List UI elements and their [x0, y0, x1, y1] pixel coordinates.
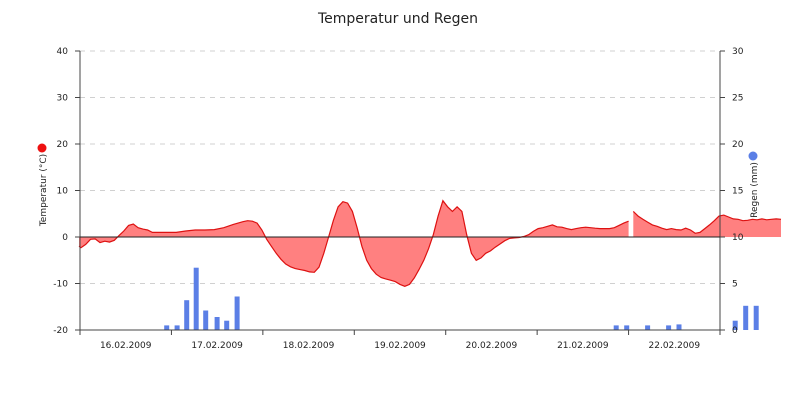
rain-bar	[624, 325, 630, 330]
temperature-legend-marker	[37, 143, 47, 153]
y-right-tick-label: 20	[732, 140, 744, 150]
y-left-tick-label: 10	[57, 187, 69, 197]
rain-bar	[732, 320, 738, 330]
rain-bar	[164, 325, 170, 330]
y-left-tick-label: -10	[53, 280, 68, 290]
rain-bar	[645, 325, 651, 330]
y-left-tick-label: 30	[57, 94, 69, 104]
rain-axis-title: Regen (mm)	[750, 162, 760, 218]
y-right-tick-label: 15	[732, 187, 743, 197]
svg-text:Temperatur (°C): Temperatur (°C)	[39, 154, 49, 227]
x-tick-label: 21.02.2009	[557, 341, 609, 351]
y-right-tick-label: 30	[732, 47, 744, 57]
rain-bar	[234, 296, 240, 330]
rain-legend-marker	[748, 151, 758, 161]
rain-bar	[193, 267, 199, 330]
x-tick-label: 22.02.2009	[649, 341, 701, 351]
x-tick-label: 19.02.2009	[374, 341, 426, 351]
x-tick-label: 17.02.2009	[191, 341, 243, 351]
svg-text:Regen (mm): Regen (mm)	[750, 162, 760, 218]
rain-bars	[164, 267, 759, 330]
temperature-fill	[79, 200, 629, 287]
temperature-fill	[633, 211, 781, 237]
rain-bar	[753, 305, 759, 330]
x-tick-label: 18.02.2009	[283, 341, 335, 351]
rain-bar	[184, 300, 190, 330]
y-left-tick-label: 40	[57, 47, 69, 57]
x-tick-label: 20.02.2009	[466, 341, 518, 351]
y-left-tick-label: -20	[53, 326, 68, 336]
chart-title: Temperatur und Regen	[317, 11, 478, 27]
rain-bar	[666, 325, 672, 330]
temperature-axis-title: Temperatur (°C)	[39, 154, 49, 227]
rain-bar	[174, 325, 180, 330]
rain-bar	[224, 320, 230, 330]
y-right-tick-label: 10	[732, 233, 744, 243]
temperature-line	[632, 210, 782, 234]
rain-bar	[613, 325, 619, 330]
y-right-tick-label: 0	[732, 326, 738, 336]
rain-bar	[203, 310, 209, 330]
y-right-tick-label: 5	[732, 280, 738, 290]
y-left-tick-label: 0	[62, 233, 68, 243]
rain-bar	[214, 317, 220, 330]
x-tick-label: 16.02.2009	[100, 341, 152, 351]
y-left-tick-label: 20	[57, 140, 69, 150]
rain-bar	[676, 324, 682, 330]
y-right-tick-label: 25	[732, 94, 743, 104]
tick-labels: -20 -10 0 10 20 30 40 0 5 10 15 20 25 30 16.02.2009 17.…	[53, 47, 743, 351]
temperature-line	[78, 199, 629, 287]
rain-bar	[743, 305, 749, 330]
temperature-area	[78, 199, 782, 287]
